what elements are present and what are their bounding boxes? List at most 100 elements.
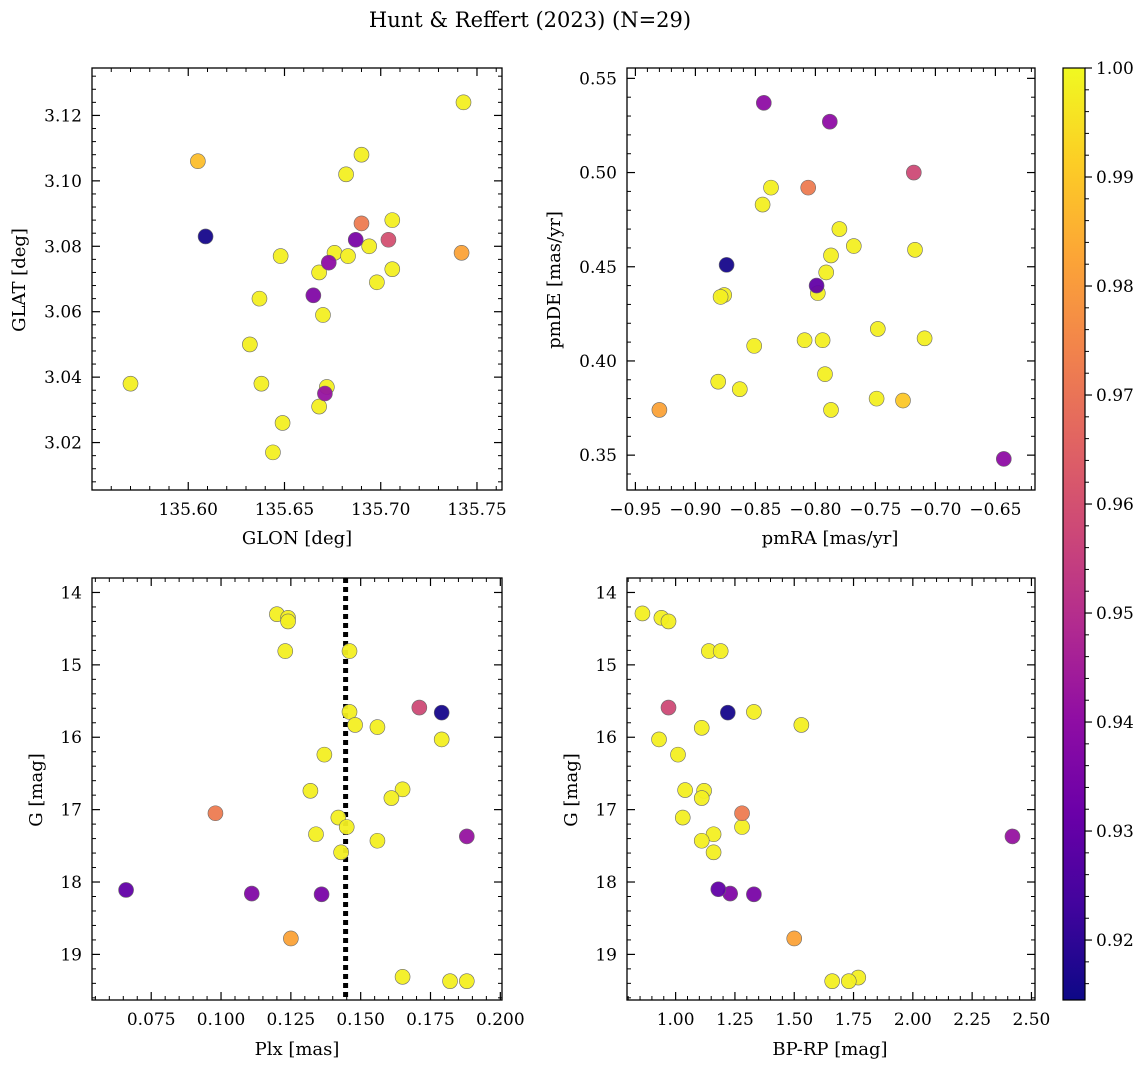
sky-point (272, 248, 289, 264)
pm-y-tick-label: 0.55 (579, 69, 617, 89)
sky-point (384, 261, 401, 277)
plx-x-tick-label: 0.200 (476, 1010, 525, 1030)
pm-point (710, 373, 727, 390)
cmd-point (746, 886, 762, 903)
plx-point (302, 783, 319, 799)
plx-x-tick-label: 0.125 (267, 1010, 316, 1030)
pm-x-tick-label: −0.90 (669, 500, 721, 520)
pm-x-tick-label: −0.95 (609, 500, 661, 520)
colorbar-tick-label: 0.94 (1096, 713, 1134, 733)
cmd-point (705, 826, 722, 843)
panel-pm: pmRA [mas/yr] pmDE [mas/yr] −0.95 −0.90 −0… (544, 67, 1036, 549)
cmd-x-tick-label: 1.25 (716, 1010, 754, 1030)
cmd-point (634, 605, 651, 622)
pm-y-tick-label: 0.40 (579, 352, 617, 372)
plx-point (433, 704, 450, 721)
cmd-axes-frame (626, 577, 1036, 1001)
colorbar-tick-label: 0.97 (1096, 386, 1134, 406)
sky-point (311, 264, 327, 281)
plx-y-tick-label: 14 (60, 583, 82, 603)
sky-point (453, 245, 470, 261)
plx-y-tick-label: 19 (60, 945, 82, 965)
cmd-point (670, 746, 686, 763)
cmd-point (660, 613, 677, 630)
sky-point (340, 248, 356, 264)
pm-point (818, 264, 835, 281)
plx-point (118, 882, 134, 898)
pm-ylabel: pmDE [mas/yr] (544, 211, 565, 349)
plx-y-tick-label: 17 (60, 801, 82, 821)
plx-point (333, 844, 349, 861)
plx-x-tick-label: 0.175 (406, 1010, 455, 1030)
cmd-xlabel: BP-RP [mag] (772, 1039, 887, 1060)
plx-point (338, 819, 355, 835)
plx-point (411, 699, 428, 716)
sky-axes-frame (91, 67, 503, 491)
pm-x-tick-label: −0.80 (789, 500, 841, 520)
pm-point (895, 392, 911, 409)
pm-y-tick-label: 0.35 (579, 446, 617, 466)
sky-point (265, 444, 281, 461)
cmd-y-tick-label: 15 (595, 656, 617, 676)
pm-point (746, 338, 763, 354)
figure-title: Hunt & Reffert (2023) (N=29) (369, 8, 691, 32)
cmd-point (693, 790, 710, 806)
colorbar-tick-label: 1.00 (1096, 59, 1134, 79)
colorbar-tick-label: 0.98 (1096, 277, 1134, 297)
plx-point (316, 746, 333, 763)
sky-point (384, 212, 401, 228)
pm-point (916, 330, 933, 347)
cmd-point (651, 731, 667, 748)
plx-point (394, 781, 411, 798)
pm-point (754, 196, 771, 213)
plx-point (369, 832, 386, 849)
plx-xlabel: Plx [mas] (255, 1039, 340, 1060)
plx-y-tick-label: 16 (60, 728, 82, 748)
pm-xlabel: pmRA [mas/yr] (762, 528, 899, 549)
pm-point (905, 164, 922, 181)
sky-point (369, 274, 385, 291)
cmd-point (693, 832, 710, 849)
pm-point (763, 179, 779, 196)
sky-point (353, 146, 370, 163)
sky-point (347, 231, 364, 248)
sky-y-tick-label: 3.06 (44, 303, 82, 323)
plx-point (369, 719, 386, 735)
plx-point (283, 930, 299, 947)
plx-point (442, 973, 458, 989)
colorbar-tick-label: 0.93 (1096, 822, 1134, 842)
cmd-point (660, 699, 677, 716)
pm-x-tick-label: −0.70 (909, 500, 961, 520)
cmd-x-tick-label: 2.25 (953, 1010, 991, 1030)
pm-point (831, 221, 848, 237)
colorbar-tick-label: 0.96 (1096, 495, 1134, 515)
plx-axes-frame (91, 577, 503, 1001)
plx-y-tick-label: 18 (60, 873, 82, 893)
sky-point (190, 153, 206, 170)
cmd-point (705, 844, 722, 861)
panel-sky: GLON [deg] GLAT [deg] 135.60 135.65 135.70… (9, 67, 507, 549)
colorbar-tick-label: 0.92 (1096, 931, 1134, 951)
sky-point (361, 238, 377, 255)
plx-x-tick-label: 0.100 (197, 1010, 246, 1030)
plx-point (341, 643, 358, 659)
cmd-point (840, 973, 857, 989)
plx-point (394, 969, 411, 985)
pm-point (800, 179, 817, 196)
plx-x-tick-label: 0.150 (336, 1010, 385, 1030)
sky-point (317, 385, 333, 402)
plx-y-tick-label: 15 (60, 656, 82, 676)
plx-point (383, 790, 400, 806)
pm-x-tick-label: −0.65 (969, 500, 1021, 520)
cmd-point (734, 805, 750, 822)
sky-point (274, 415, 291, 431)
cmd-x-tick-label: 1.75 (835, 1010, 873, 1030)
sky-y-tick-label: 3.08 (44, 237, 82, 257)
pm-axes-frame (626, 67, 1036, 491)
plx-point (243, 885, 260, 902)
plx-point (433, 731, 450, 748)
pm-point (755, 95, 772, 111)
pm-point (869, 321, 886, 337)
pm-point (651, 402, 668, 418)
